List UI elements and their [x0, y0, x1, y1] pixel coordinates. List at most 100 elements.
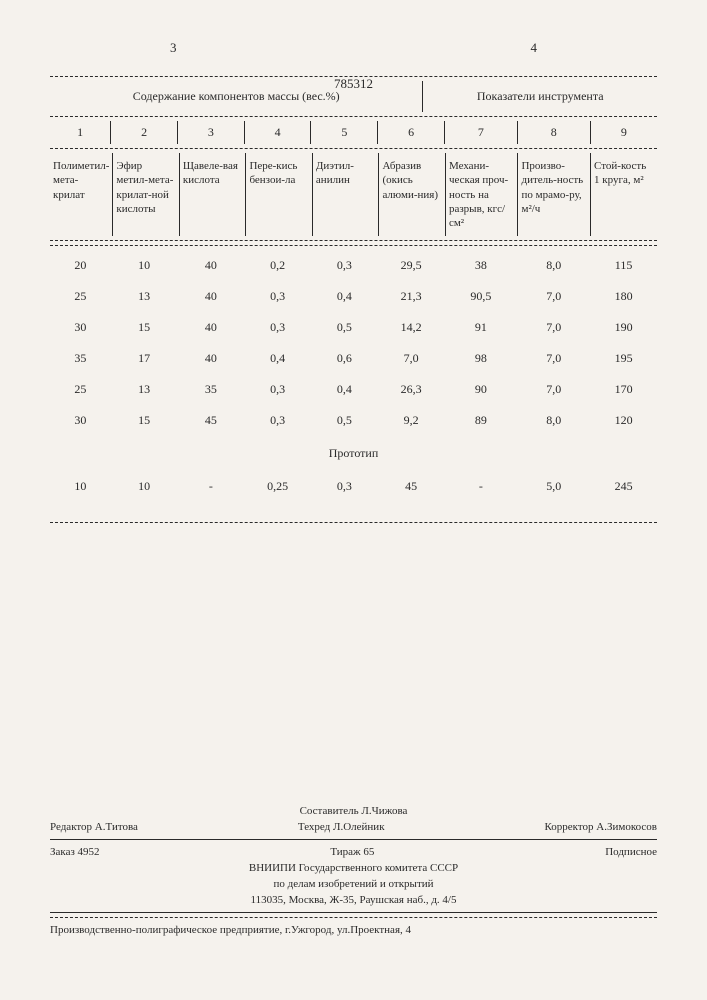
cell: 25 [50, 281, 111, 312]
cell: 0,4 [311, 281, 378, 312]
cell: 0,4 [244, 343, 311, 374]
cell: 40 [177, 312, 244, 343]
cell: 180 [590, 281, 657, 312]
cell: 5,0 [517, 471, 590, 502]
cell: 0,3 [244, 374, 311, 405]
cell: 17 [111, 343, 178, 374]
document-number: 785312 [334, 76, 373, 92]
col-name: Механи-ческая проч-ность на разрыв, кгс/… [445, 153, 518, 236]
col-name: Диэтил-анилин [312, 153, 379, 236]
cell: 7,0 [517, 374, 590, 405]
cell: 29,5 [378, 250, 445, 281]
table-row: 2513400,30,421,390,57,0180 [50, 281, 657, 312]
cell: 115 [590, 250, 657, 281]
cell: 45 [177, 405, 244, 436]
column-names-row: Полиметил-мета-крилат Эфир метил-мета-кр… [50, 153, 657, 236]
cell: 120 [590, 405, 657, 436]
credits-row: Редактор А.Титова Техред Л.Олейник Корре… [50, 819, 657, 835]
cell: 20 [50, 250, 111, 281]
circulation: Тираж 65 [330, 846, 374, 858]
divider [50, 148, 657, 149]
cell: 170 [590, 374, 657, 405]
cell: 13 [111, 374, 178, 405]
table-row: 2010400,20,329,5388,0115 [50, 250, 657, 281]
prototype-label: Прототип [50, 436, 657, 471]
cell: 10 [111, 471, 178, 502]
table-row: 3015450,30,59,2898,0120 [50, 405, 657, 436]
data-table-cols: 1 2 3 4 5 6 7 8 9 [50, 121, 657, 144]
cell: 0,3 [311, 250, 378, 281]
col-num: 7 [445, 121, 518, 144]
page-number-right: 4 [531, 40, 538, 56]
column-numbers-row: 1 2 3 4 5 6 7 8 9 [50, 121, 657, 144]
cell: 0,5 [311, 312, 378, 343]
cell: 7,0 [517, 281, 590, 312]
divider [50, 917, 657, 918]
col-name: Полиметил-мета-крилат [50, 153, 113, 236]
table-bottom-border [50, 522, 657, 523]
cell: - [177, 471, 244, 502]
col-name: Пере-кись бензои-ла [246, 153, 312, 236]
cell: 10 [50, 471, 111, 502]
prototype-data-row: 10 10 - 0,25 0,3 45 - 5,0 245 [50, 471, 657, 502]
cell: 0,3 [244, 312, 311, 343]
compiler-line: Составитель Л.Чижова [50, 803, 657, 819]
page-number-left: 3 [170, 40, 177, 56]
cell: 0,3 [311, 471, 378, 502]
col-num: 2 [111, 121, 178, 144]
cell: 245 [590, 471, 657, 502]
editor: Редактор А.Титова [50, 821, 138, 833]
cell: 0,25 [244, 471, 311, 502]
col-num: 6 [378, 121, 445, 144]
table-row: 3517400,40,67,0987,0195 [50, 343, 657, 374]
col-num: 3 [177, 121, 244, 144]
cell: 25 [50, 374, 111, 405]
cell: 14,2 [378, 312, 445, 343]
cell: 40 [177, 281, 244, 312]
subscription: Подписное [605, 846, 657, 858]
table-row: 3015400,30,514,2917,0190 [50, 312, 657, 343]
prototype-label-row: Прототип [50, 436, 657, 471]
cell: 40 [177, 343, 244, 374]
cell: 0,4 [311, 374, 378, 405]
col-name: Абразив (окись алюми-ния) [379, 153, 446, 236]
cell: 9,2 [378, 405, 445, 436]
cell: 38 [445, 250, 518, 281]
cell: 195 [590, 343, 657, 374]
cell: 13 [111, 281, 178, 312]
cell: 21,3 [378, 281, 445, 312]
col-num: 1 [50, 121, 111, 144]
techred: Техред Л.Олейник [298, 821, 385, 833]
cell: 10 [111, 250, 178, 281]
cell: 8,0 [517, 250, 590, 281]
order-row: Заказ 4952 Тираж 65 Подписное [50, 844, 657, 860]
org-line-1: ВНИИПИ Государственного комитета СССР [50, 860, 657, 876]
cell: 15 [111, 312, 178, 343]
table-row: 2513350,30,426,3907,0170 [50, 374, 657, 405]
group-header-right: Показатели инструмента [423, 81, 657, 112]
data-table-names: Полиметил-мета-крилат Эфир метил-мета-кр… [50, 153, 657, 236]
cell: 7,0 [378, 343, 445, 374]
cell: 0,3 [244, 405, 311, 436]
address-1: 113035, Москва, Ж-35, Раушская наб., д. … [50, 892, 657, 908]
cell: 15 [111, 405, 178, 436]
divider [50, 912, 657, 913]
order: Заказ 4952 [50, 846, 100, 858]
cell: 190 [590, 312, 657, 343]
address-2: Производственно-полиграфическое предприя… [50, 922, 657, 938]
cell: 8,0 [517, 405, 590, 436]
cell: 0,6 [311, 343, 378, 374]
col-name: Эфир метил-мета-крилат-ной кислоты [113, 153, 180, 236]
cell: 35 [50, 343, 111, 374]
col-name: Щавеле-вая кислота [179, 153, 246, 236]
cell: 40 [177, 250, 244, 281]
org-line-2: по делам изобретений и открытий [50, 876, 657, 892]
cell: 91 [445, 312, 518, 343]
divider [50, 839, 657, 840]
cell: 89 [445, 405, 518, 436]
corrector: Корректор А.Зимокосов [545, 821, 657, 833]
cell: 35 [177, 374, 244, 405]
cell: - [445, 471, 518, 502]
page-header: 3 4 785312 [50, 40, 657, 56]
cell: 26,3 [378, 374, 445, 405]
